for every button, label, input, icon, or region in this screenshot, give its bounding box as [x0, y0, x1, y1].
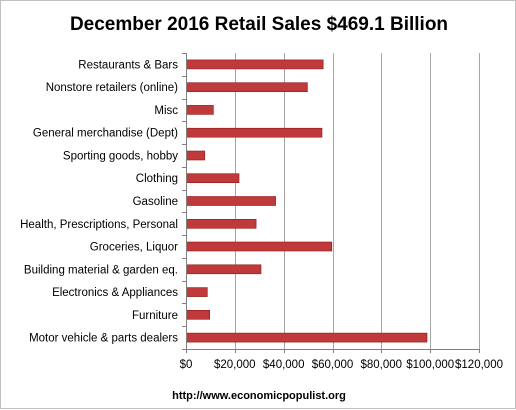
grid-lines	[235, 53, 480, 349]
category-label-1: Nonstore retailers (online)	[46, 82, 178, 94]
bar-2	[186, 105, 214, 115]
bar-0	[186, 59, 324, 70]
bar-11	[186, 309, 211, 320]
category-label-2: Misc	[154, 105, 178, 117]
chart-title: December 2016 Retail Sales $469.1 Billio…	[70, 14, 448, 35]
x-tick-labels: $0 $20,000 $40,000 $60,000 $80,000 $100,000 $1…	[180, 359, 503, 371]
x-tick-label-3: $60,000	[312, 359, 354, 371]
bar-4	[186, 150, 206, 161]
bar-10	[186, 287, 208, 297]
category-label-0: Restaurants & Bars	[78, 59, 178, 71]
category-label-11: Furniture	[132, 310, 178, 322]
bar-3	[186, 127, 323, 138]
footer-url: http://www.economicpopulist.org	[172, 390, 346, 402]
category-label-7: Health, Prescriptions, Personal	[20, 219, 178, 231]
category-label-8: Groceries, Liquor	[90, 242, 178, 254]
category-label-10: Electronics & Appliances	[52, 287, 178, 299]
bar-12	[186, 332, 428, 343]
x-tick-label-5: $100,000	[406, 359, 454, 371]
category-labels: Restaurants & Bars Nonstore retailers (on…	[20, 59, 178, 344]
x-tick-label-0: $0	[180, 359, 193, 371]
x-tick-label-2: $40,000	[263, 359, 305, 371]
category-label-12: Motor vehicle & parts dealers	[29, 333, 178, 345]
bar-6	[186, 196, 276, 206]
category-label-6: Gasoline	[133, 196, 178, 208]
bar-7	[186, 219, 257, 229]
bar-9	[186, 264, 262, 275]
category-label-5: Clothing	[136, 173, 178, 185]
category-label-3: General merchandise (Dept)	[33, 128, 178, 140]
x-tick-label-4: $80,000	[361, 359, 403, 371]
bar-1	[186, 82, 308, 92]
x-tick-label-1: $20,000	[214, 359, 256, 371]
category-label-9: Building material & garden eq.	[24, 264, 178, 276]
bar-5	[186, 173, 240, 183]
axes	[182, 53, 480, 353]
bar-8	[186, 241, 333, 252]
x-tick-label-6: $120,000	[455, 359, 503, 371]
bars	[186, 59, 428, 343]
category-label-4: Sporting goods, hobby	[63, 151, 178, 163]
